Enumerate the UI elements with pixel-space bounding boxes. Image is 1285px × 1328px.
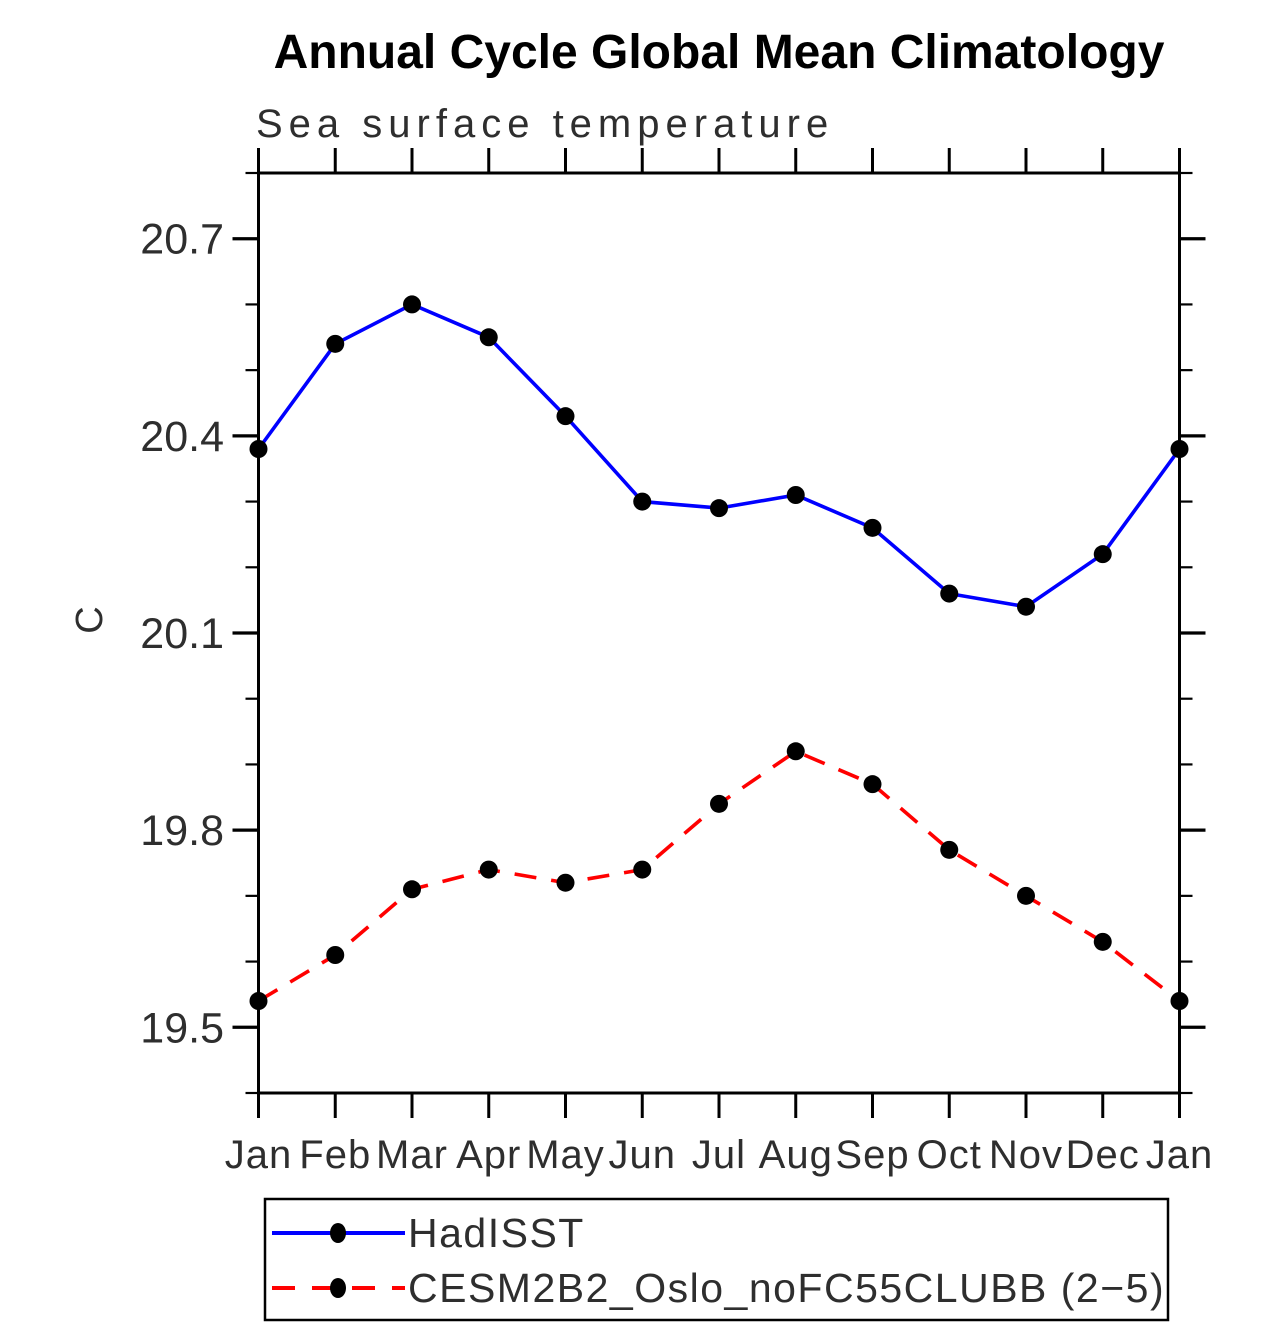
x-tick-label: Jan [1146,1133,1214,1177]
y-tick-label: 20.4 [140,413,224,461]
x-tick-label: Apr [456,1133,521,1177]
legend-box [263,1197,1170,1322]
cesm-marker [403,880,421,899]
cesm-marker [710,794,728,813]
legend-hadisst-label: HadISST [408,1210,585,1256]
x-tick-label: Sep [835,1133,909,1177]
cesm-marker [863,775,882,794]
x-tick-label: Aug [759,1133,833,1177]
hadisst-marker [863,518,882,537]
cesm-marker [1017,886,1035,905]
chart-title: Annual Cycle Global Mean Climatology [274,26,1165,79]
cesm-marker [326,946,345,964]
cesm-marker [556,873,575,892]
chart-subtitle: Sea surface temperature [256,102,834,146]
cesm-marker [786,742,805,761]
x-tick-label: Oct [917,1133,982,1177]
hadisst-line [257,302,1181,609]
hadisst-marker [249,440,268,458]
plot-frame [257,171,1181,1095]
hadisst-marker [633,492,652,511]
cesm-marker [940,840,959,859]
x-tick-label: Jan [225,1133,293,1177]
hadisst-marker [403,295,421,314]
hadisst-marker [710,499,728,518]
hadisst-marker [1093,545,1112,564]
legend-cesm-marker [330,1278,346,1298]
legend: HadISST CESM2B2_Oslo_noFC55CLUBB (2−5) [263,1197,1170,1322]
legend-cesm-label: CESM2B2_Oslo_noFC55CLUBB (2−5) [408,1265,1165,1311]
cesm-line [257,749,1181,1003]
cesm-marker [479,860,498,879]
x-tick-label: Jun [609,1133,677,1177]
hadisst-marker [1017,597,1035,616]
y-tick-label: 19.8 [140,807,224,855]
cesm-marker [1093,932,1112,951]
hadisst-marker [556,407,575,426]
y-axis-unit-label: C [69,606,111,633]
hadisst-marker [1170,440,1189,458]
y-tick-label: 20.1 [140,610,224,658]
legend-hadisst-marker [330,1223,346,1243]
x-tick-label: Feb [299,1133,371,1177]
x-tick-label: May [526,1133,605,1177]
x-tick-label: Dec [1066,1133,1140,1177]
hadisst-marker [786,486,805,504]
x-tick-label: Nov [989,1133,1063,1177]
x-tick-label: Jul [692,1133,746,1177]
cesm-marker [1170,992,1189,1010]
hadisst-marker [940,584,959,603]
cesm-marker [249,992,268,1010]
x-tick-label: Mar [376,1133,448,1177]
hadisst-marker [326,334,345,353]
y-tick-label: 19.5 [140,1004,224,1052]
y-tick-label: 20.7 [140,216,224,264]
hadisst-marker [479,328,498,347]
cesm-marker [633,860,652,879]
